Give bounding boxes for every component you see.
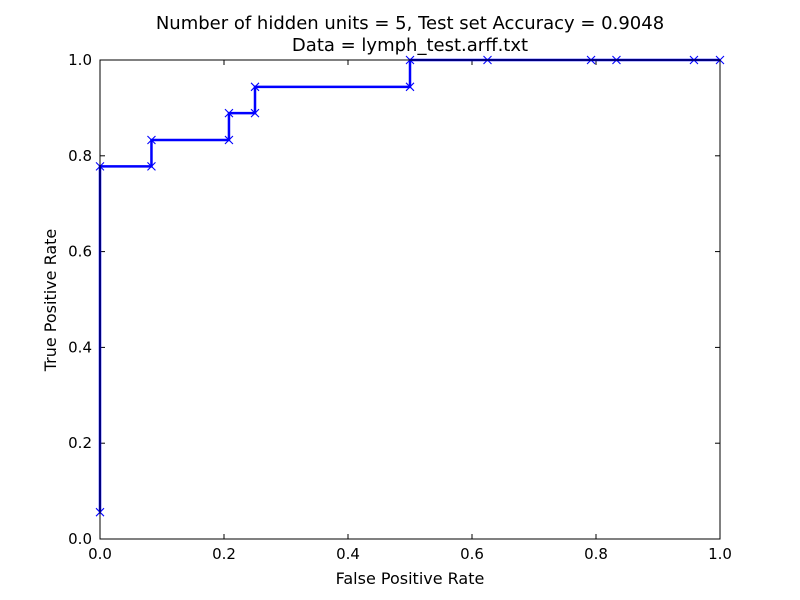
x-tick-label: 0.8 [584, 545, 608, 563]
plot-frame [99, 59, 721, 540]
axis-ticks: 0.0 0.2 0.4 0.6 0.8 1.0 0.0 0.2 0.4 0.6 0.8 1.0 [68, 51, 732, 563]
x-tick-label: 0.2 [212, 545, 236, 563]
plot-area [95, 55, 725, 517]
x-axis-label: False Positive Rate [336, 569, 485, 588]
data-point-marker [224, 108, 234, 118]
y-tick-label: 0.8 [68, 147, 92, 165]
y-tick-label: 0.4 [68, 338, 92, 356]
y-tick-label: 1.0 [68, 51, 92, 69]
chart-title: Number of hidden units = 5, Test set Acc… [156, 13, 664, 34]
y-axis-label: True Positive Rate [41, 229, 60, 373]
data-point-marker [250, 108, 260, 118]
x-tick-label: 0.0 [88, 545, 112, 563]
data-point-marker [250, 82, 260, 92]
x-tick-label: 0.6 [460, 545, 484, 563]
chart-subtitle: Data = lymph_test.arff.txt [292, 35, 528, 56]
roc-curve [98, 58, 720, 513]
y-tick-label: 0.6 [68, 243, 92, 261]
y-tick-label: 0.0 [68, 530, 92, 548]
data-point-marker [405, 82, 415, 92]
y-tick-label: 0.2 [68, 434, 92, 452]
x-tick-label: 0.4 [336, 545, 360, 563]
data-point-marker [224, 135, 234, 145]
data-point-marker [147, 161, 156, 171]
x-tick-label: 1.0 [708, 545, 732, 563]
data-point-marker [147, 135, 156, 145]
